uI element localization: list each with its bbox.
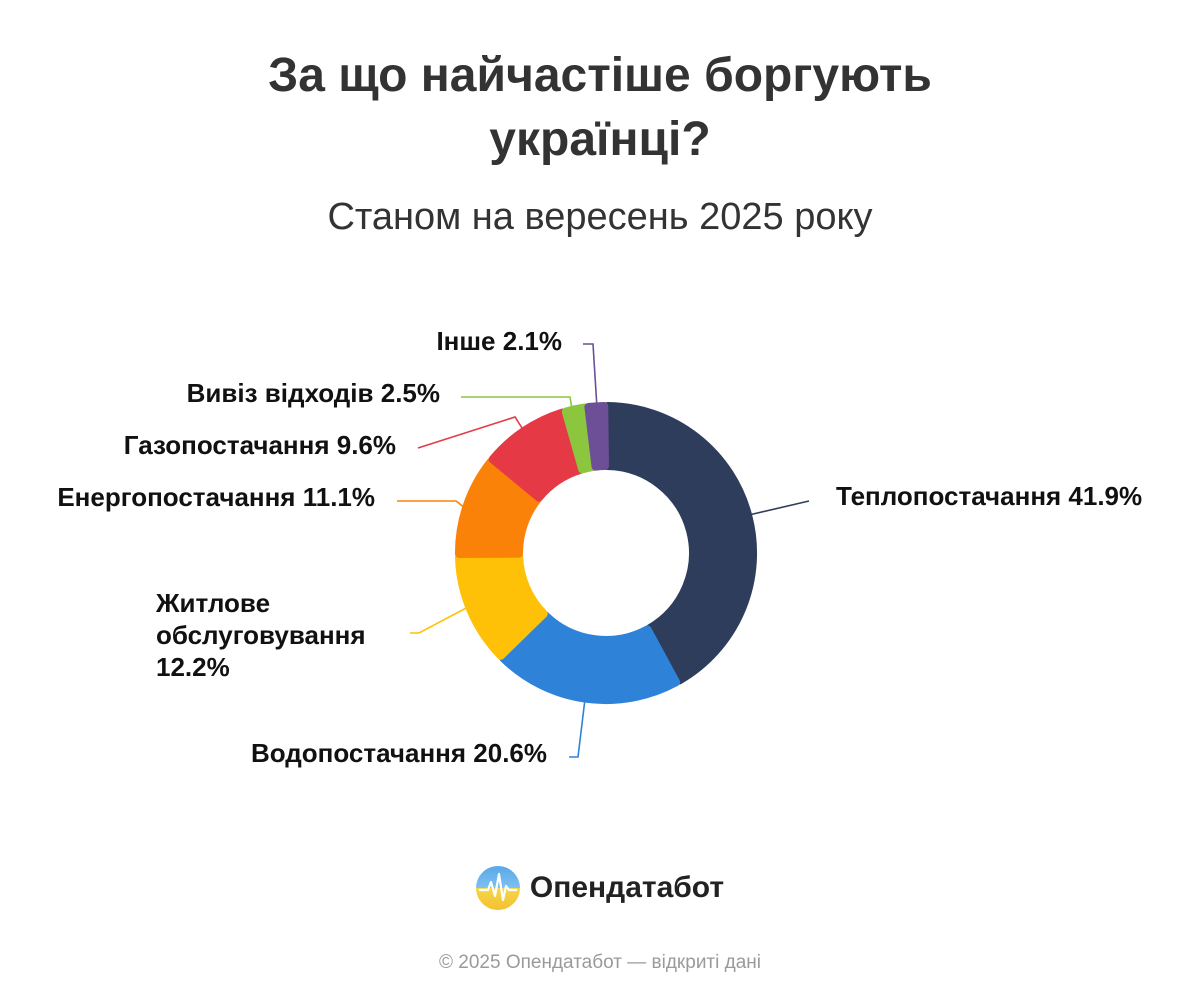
brand-name: Опендатабот xyxy=(529,871,725,904)
slice-label-1: Теплопостачання 41.9% xyxy=(836,481,1142,511)
opendatabot-logo-icon xyxy=(475,866,520,910)
chart-subtitle: Станом на вересень 2025 року xyxy=(327,196,873,238)
slice-label-6: Вивіз відходів 2.5% xyxy=(187,378,440,408)
leader-line-5 xyxy=(417,416,523,449)
chart-title-line-1: За що найчастіше боргують xyxy=(268,49,932,102)
slice-label-5: Газопостачання 9.6% xyxy=(124,430,396,460)
slice-labels: Теплопостачання 41.9% Водопостачання 20.6… xyxy=(57,326,1142,768)
leader-line-4 xyxy=(397,500,466,509)
brand: Опендатабот xyxy=(0,866,1200,910)
donut-slices xyxy=(454,401,758,704)
leader-lines xyxy=(397,343,810,758)
chart-title: За що найчастіше боргують українці? xyxy=(0,44,1200,172)
slice-label-2: Водопостачання 20.6% xyxy=(251,738,547,768)
leader-line-3 xyxy=(410,605,471,634)
footer-copyright: © 2025 Опендатабот — відкриті дані xyxy=(439,952,761,973)
slice-label-3: Житлове обслуговування 12.2% xyxy=(155,588,366,682)
leader-line-1 xyxy=(748,500,810,516)
leader-line-6 xyxy=(461,396,573,410)
slice-label-4: Енергопостачання 11.1% xyxy=(57,482,375,512)
donut-chart: Теплопостачання 41.9% Водопостачання 20.6… xyxy=(57,326,1142,768)
chart-title-line-2: українці? xyxy=(489,113,711,166)
leader-line-7 xyxy=(583,343,598,409)
leader-line-2 xyxy=(569,698,586,758)
slice-label-7: Інше 2.1% xyxy=(436,326,562,356)
slice-7[interactable] xyxy=(584,401,609,471)
slice-1[interactable] xyxy=(603,401,758,685)
